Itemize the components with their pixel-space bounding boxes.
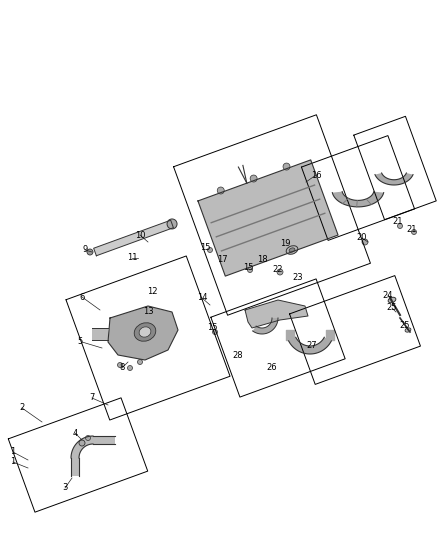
Polygon shape — [332, 192, 384, 207]
Text: 18: 18 — [257, 255, 267, 264]
Text: 19: 19 — [280, 239, 290, 248]
Circle shape — [85, 435, 91, 440]
Circle shape — [283, 163, 290, 170]
Text: 21: 21 — [407, 225, 417, 235]
Text: 17: 17 — [217, 255, 227, 264]
Circle shape — [411, 230, 417, 235]
Circle shape — [117, 362, 123, 367]
Polygon shape — [375, 173, 413, 185]
Text: 1: 1 — [11, 448, 16, 456]
Circle shape — [208, 247, 212, 253]
Text: 2: 2 — [19, 403, 25, 413]
Text: 21: 21 — [393, 217, 403, 227]
Text: 14: 14 — [197, 294, 207, 303]
Polygon shape — [198, 160, 338, 276]
Circle shape — [362, 239, 368, 245]
Text: 22: 22 — [273, 265, 283, 274]
Circle shape — [87, 249, 93, 255]
Text: 20: 20 — [357, 233, 367, 243]
Text: 15: 15 — [200, 244, 210, 253]
Text: 25: 25 — [400, 320, 410, 329]
Text: 10: 10 — [135, 230, 145, 239]
Circle shape — [138, 359, 142, 365]
Polygon shape — [253, 318, 278, 334]
Circle shape — [247, 268, 252, 272]
Text: 26: 26 — [267, 364, 277, 373]
Text: 25: 25 — [387, 303, 397, 312]
Ellipse shape — [388, 297, 396, 303]
Text: 8: 8 — [119, 364, 125, 373]
Circle shape — [167, 219, 177, 229]
Circle shape — [398, 223, 403, 229]
Ellipse shape — [286, 246, 298, 254]
Text: 11: 11 — [127, 254, 137, 262]
Text: 5: 5 — [78, 337, 83, 346]
Polygon shape — [71, 436, 93, 458]
Circle shape — [127, 366, 133, 370]
Polygon shape — [108, 306, 178, 360]
Text: 6: 6 — [79, 293, 85, 302]
Text: 27: 27 — [307, 341, 317, 350]
Text: 23: 23 — [293, 273, 303, 282]
Circle shape — [212, 329, 218, 335]
Ellipse shape — [134, 323, 156, 341]
Polygon shape — [245, 300, 308, 328]
Text: 13: 13 — [143, 308, 153, 317]
Text: 15: 15 — [243, 263, 253, 272]
Text: 1: 1 — [11, 457, 16, 466]
Polygon shape — [289, 337, 332, 354]
Text: 12: 12 — [147, 287, 157, 296]
Circle shape — [277, 269, 283, 275]
Text: 15: 15 — [207, 324, 217, 333]
Circle shape — [217, 187, 224, 194]
Circle shape — [79, 440, 85, 446]
Ellipse shape — [405, 328, 411, 332]
Polygon shape — [94, 220, 173, 256]
Text: 28: 28 — [233, 351, 244, 359]
Text: 7: 7 — [89, 393, 95, 402]
Text: 24: 24 — [383, 290, 393, 300]
Text: 3: 3 — [62, 483, 68, 492]
Text: 9: 9 — [82, 246, 88, 254]
Text: 16: 16 — [311, 171, 321, 180]
Text: 4: 4 — [72, 429, 78, 438]
Ellipse shape — [139, 327, 151, 337]
Ellipse shape — [289, 248, 295, 252]
Circle shape — [250, 175, 257, 182]
